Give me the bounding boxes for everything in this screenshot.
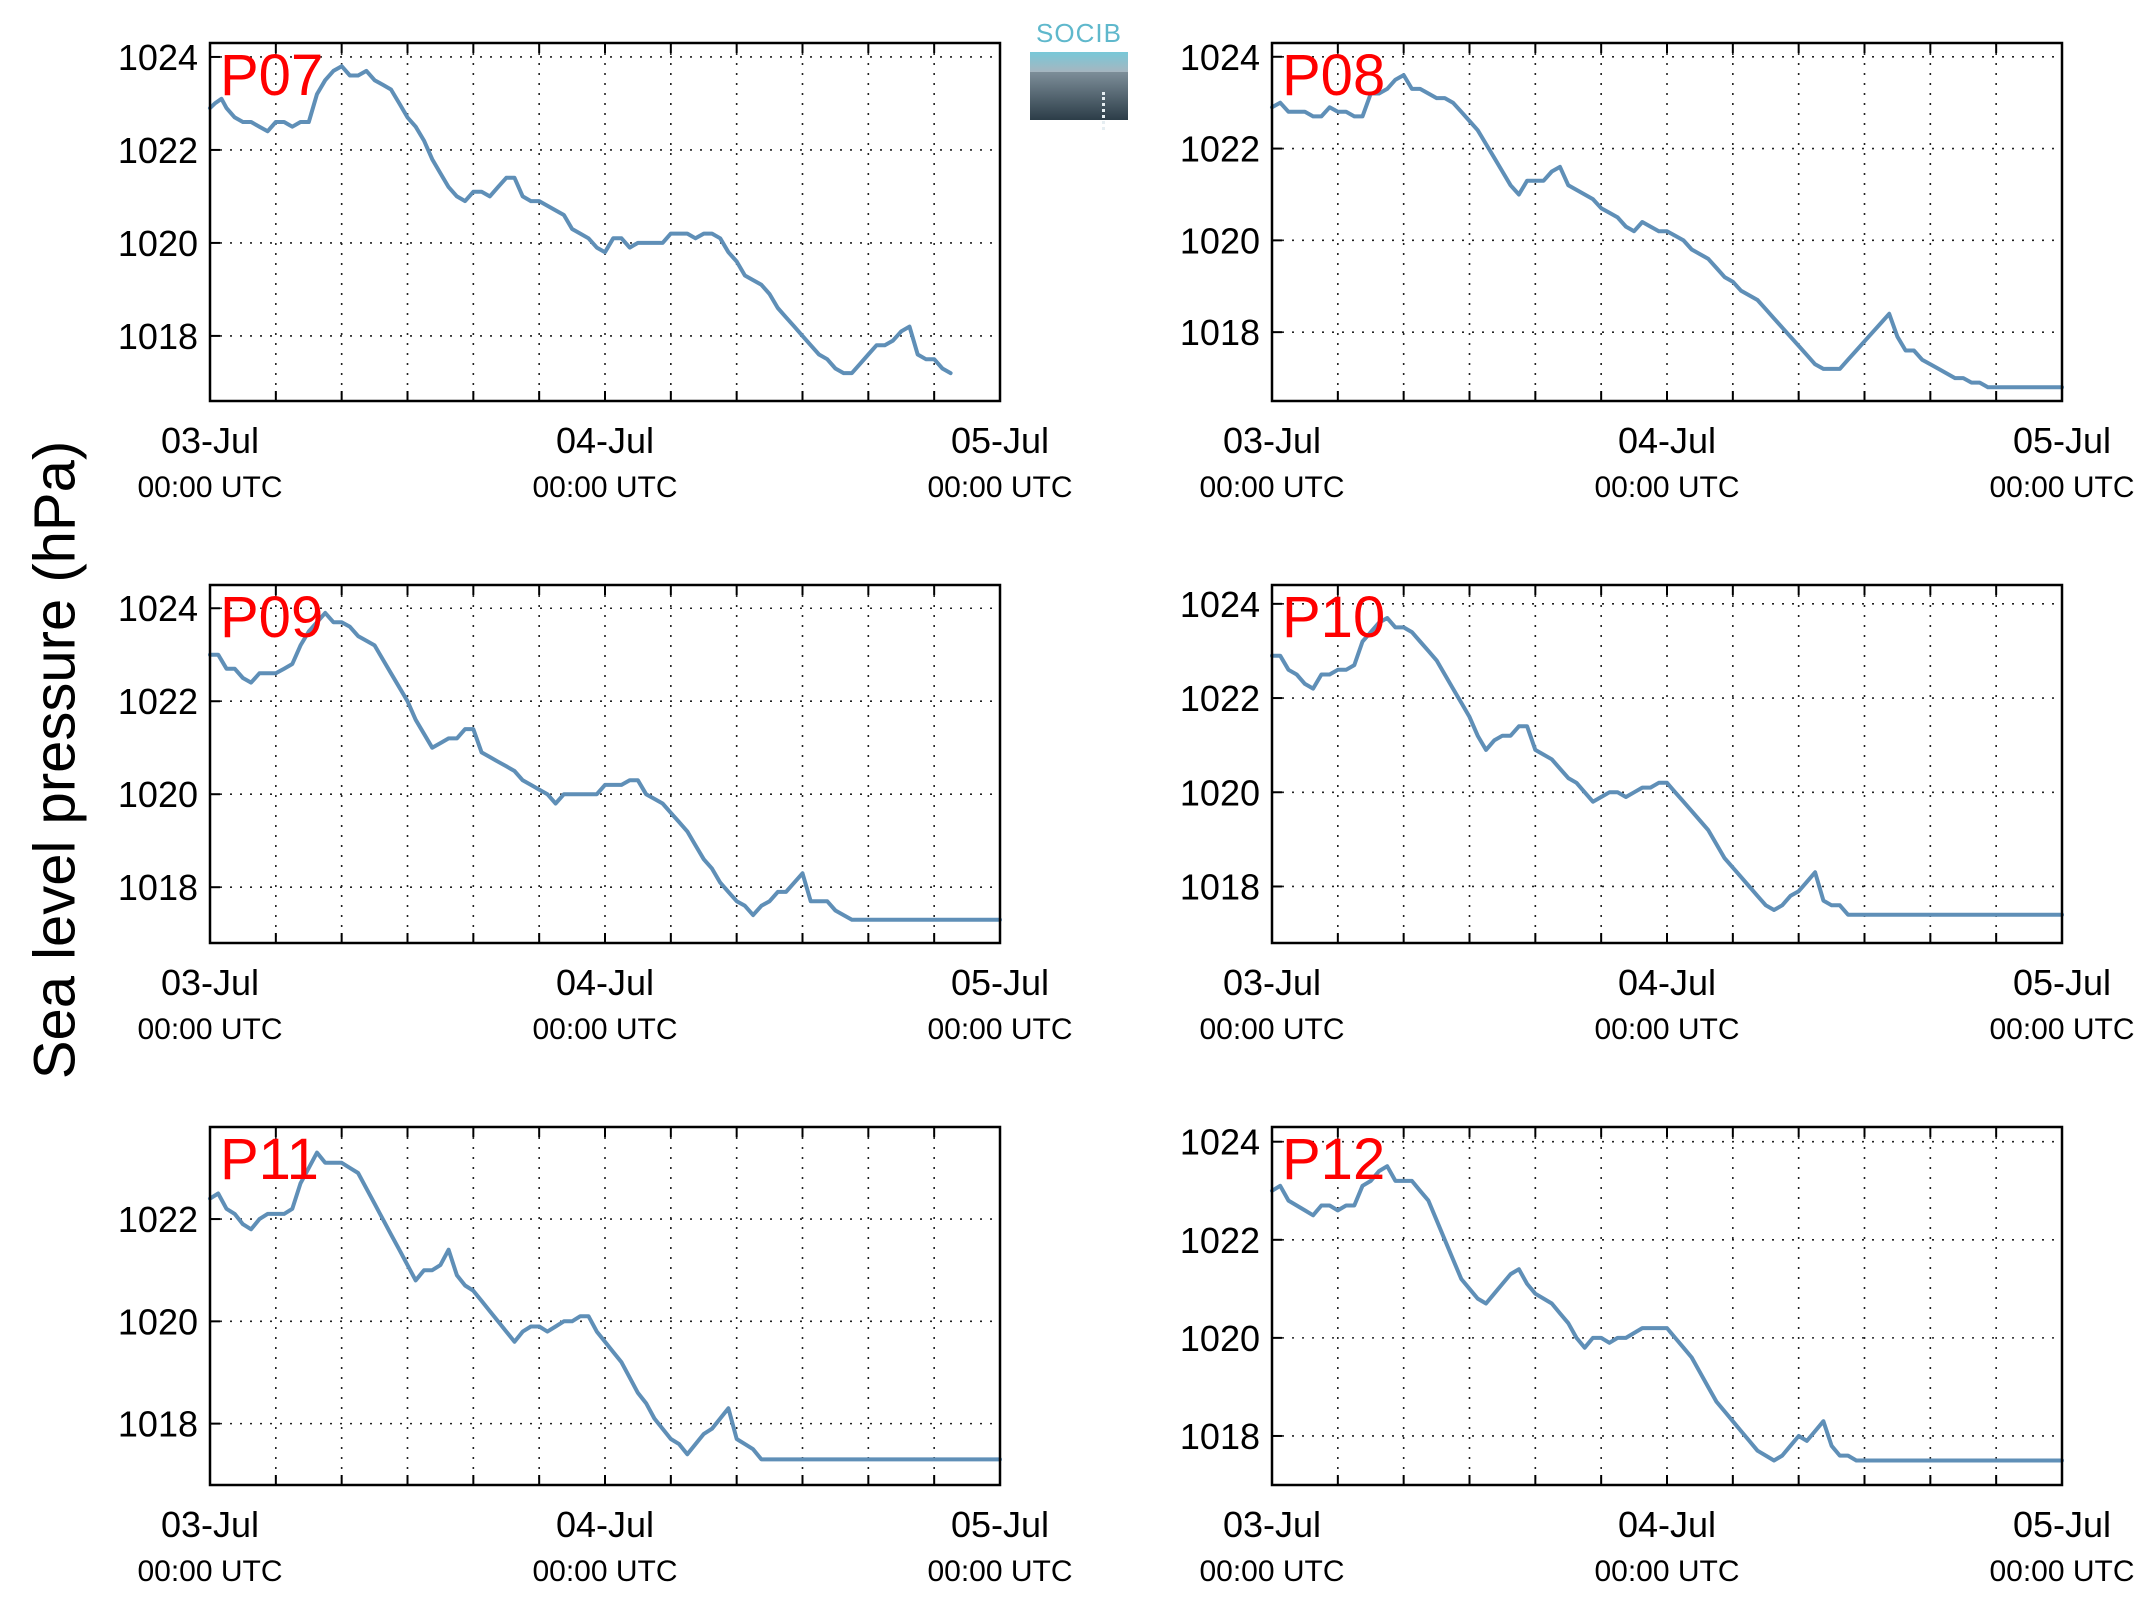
y-tick-label: 1018 (118, 867, 198, 908)
x-tick-label-date: 04-Jul (1618, 420, 1716, 461)
axes-frame (208, 1125, 1002, 1487)
pressure-series-line (208, 1150, 1002, 1462)
panel-label: P07 (220, 43, 323, 108)
x-tick-label-time: 00:00 UTC (1199, 471, 1344, 504)
y-tick-label: 1020 (1180, 1318, 1260, 1359)
logo-text: SOCIB (1036, 18, 1122, 48)
x-tick-label-date: 03-Jul (1223, 420, 1321, 461)
y-tick-label: 1020 (118, 1301, 198, 1342)
chart-panel-p08: 1018 1020 1022 1024 03-Jul 00:00 UTC 04-Jul 00:… (1180, 37, 2135, 504)
panel-label: P09 (220, 585, 323, 650)
x-tick-label-time: 00:00 UTC (532, 1555, 677, 1588)
y-tick-label: 1020 (1180, 220, 1260, 261)
pressure-series-line (208, 610, 1002, 922)
pressure-series-line (1270, 616, 2064, 917)
x-tick-label-time: 00:00 UTC (137, 1555, 282, 1588)
axes-frame (1270, 583, 2064, 945)
y-tick-label: 1018 (1180, 1416, 1260, 1457)
x-tick-label-date: 05-Jul (951, 962, 1049, 1003)
x-tick-label-time: 00:00 UTC (927, 1555, 1072, 1588)
pressure-series-line (1270, 1164, 2064, 1463)
x-tick-label-date: 03-Jul (161, 420, 259, 461)
y-tick-label: 1022 (1180, 1220, 1260, 1261)
x-tick-label-time: 00:00 UTC (137, 471, 282, 504)
panel-label: P08 (1282, 43, 1385, 108)
y-tick-label: 1022 (1180, 129, 1260, 170)
axes-frame (208, 41, 1002, 403)
x-tick-label-time: 00:00 UTC (137, 1013, 282, 1046)
x-tick-label-date: 03-Jul (1223, 1504, 1321, 1545)
x-tick-label-date: 04-Jul (556, 962, 654, 1003)
y-tick-label: 1018 (1180, 866, 1260, 907)
x-tick-label-time: 00:00 UTC (927, 1013, 1072, 1046)
y-tick-label: 1020 (118, 223, 198, 264)
y-tick-label: 1018 (118, 316, 198, 357)
chart-panel-p11: 1018 1020 1022 03-Jul 00:00 UTC 04-Jul 00:00 U… (118, 1125, 1073, 1588)
y-tick-label: 1018 (1180, 312, 1260, 353)
chart-panel-p07: 1018 1020 1022 1024 03-Jul 00:00 UTC 04-Jul 00:… (118, 37, 1073, 504)
x-tick-label-time: 00:00 UTC (1594, 471, 1739, 504)
x-tick-label-time: 00:00 UTC (1989, 1013, 2134, 1046)
x-tick-label-time: 00:00 UTC (532, 1013, 677, 1046)
x-tick-label-time: 00:00 UTC (532, 471, 677, 504)
x-tick-label-date: 04-Jul (556, 420, 654, 461)
x-tick-label-date: 05-Jul (951, 1504, 1049, 1545)
chart-panel-p09: 1018 1020 1022 1024 03-Jul 00:00 UTC 04-Jul 00:… (118, 583, 1073, 1046)
x-tick-label-time: 00:00 UTC (1989, 471, 2134, 504)
y-tick-label: 1022 (118, 1199, 198, 1240)
y-tick-label: 1022 (118, 130, 198, 171)
x-tick-label-date: 03-Jul (161, 962, 259, 1003)
axes-frame (208, 583, 1002, 945)
x-tick-label-date: 04-Jul (556, 1504, 654, 1545)
x-tick-label-date: 04-Jul (1618, 1504, 1716, 1545)
x-tick-label-time: 00:00 UTC (1199, 1555, 1344, 1588)
y-tick-label: 1024 (118, 37, 198, 78)
x-tick-label-date: 04-Jul (1618, 962, 1716, 1003)
socib-logo: SOCIB (1030, 18, 1128, 130)
x-tick-label-time: 00:00 UTC (1594, 1555, 1739, 1588)
y-tick-label: 1024 (118, 588, 198, 629)
y-tick-label: 1024 (1180, 1122, 1260, 1163)
axes-frame (1270, 41, 2064, 403)
y-tick-label: 1022 (1180, 678, 1260, 719)
x-tick-label-date: 03-Jul (161, 1504, 259, 1545)
x-tick-label-date: 05-Jul (2013, 962, 2111, 1003)
logo-graphic (1030, 52, 1128, 130)
x-tick-label-time: 00:00 UTC (1594, 1013, 1739, 1046)
axes-frame (1270, 1125, 2064, 1487)
logo-dots (1102, 92, 1105, 130)
x-tick-label-date: 05-Jul (951, 420, 1049, 461)
y-tick-label: 1018 (118, 1404, 198, 1445)
x-tick-label-date: 05-Jul (2013, 420, 2111, 461)
y-tick-label: 1022 (118, 681, 198, 722)
x-tick-label-date: 05-Jul (2013, 1504, 2111, 1545)
chart-panel-p10: 1018 1020 1022 1024 03-Jul 00:00 UTC 04-Jul 00:… (1180, 583, 2135, 1046)
chart-panel-p12: 1018 1020 1022 1024 03-Jul 00:00 UTC 04-Jul 00:… (1180, 1122, 2135, 1588)
y-tick-label: 1024 (1180, 584, 1260, 625)
y-tick-label: 1020 (118, 774, 198, 815)
panel-label: P12 (1282, 1127, 1385, 1192)
y-tick-label: 1020 (1180, 772, 1260, 813)
x-tick-label-time: 00:00 UTC (927, 471, 1072, 504)
panel-label: P10 (1282, 585, 1385, 650)
pressure-series-line (1270, 73, 2064, 390)
y-tick-label: 1024 (1180, 37, 1260, 78)
pressure-series-line (208, 64, 953, 376)
x-tick-label-date: 03-Jul (1223, 962, 1321, 1003)
x-tick-label-time: 00:00 UTC (1199, 1013, 1344, 1046)
panel-label: P11 (220, 1127, 319, 1192)
x-tick-label-time: 00:00 UTC (1989, 1555, 2134, 1588)
